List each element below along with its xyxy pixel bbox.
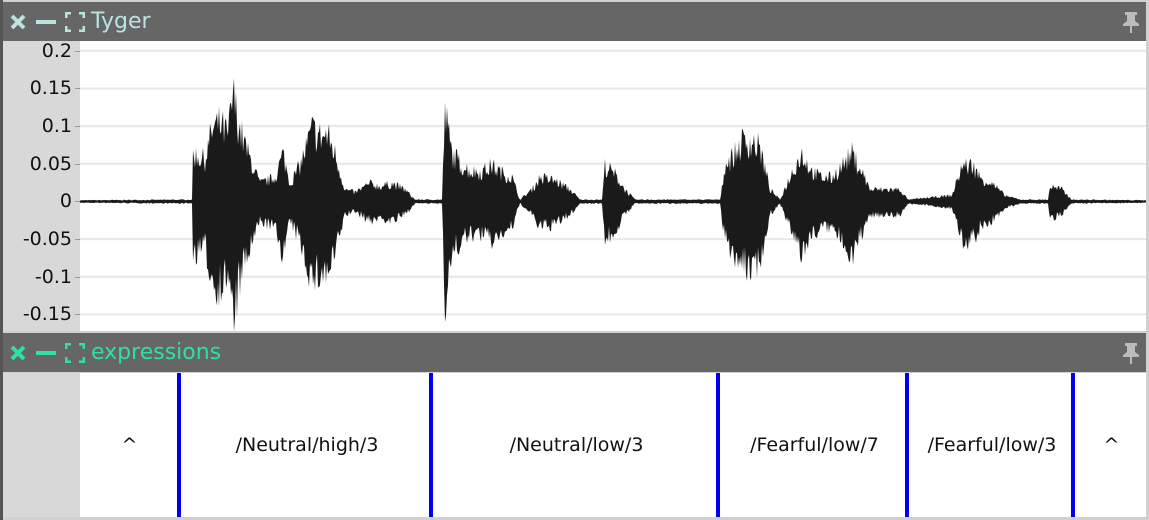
expression-segment[interactable]: /Neutral/low/3 — [509, 434, 644, 456]
y-tick-label: 0.05 — [29, 152, 72, 175]
expression-segment[interactable]: /Fearful/low/7 — [750, 434, 879, 456]
pin-icon[interactable] — [1122, 341, 1140, 365]
expression-segment[interactable]: ^ — [121, 434, 138, 456]
segment-boundary[interactable] — [716, 373, 720, 517]
waveform-pane-titlebar: Tyger — [3, 2, 1146, 41]
maximize-icon[interactable] — [65, 342, 85, 363]
minimize-icon[interactable] — [35, 344, 57, 362]
y-tick-label: 0.1 — [41, 115, 72, 138]
expression-segment[interactable]: /Neutral/high/3 — [235, 434, 379, 456]
y-tick-mark — [75, 50, 80, 52]
expressions-pane-titlebar: expressions — [3, 333, 1146, 372]
annotation-gutter — [3, 373, 80, 517]
pin-icon[interactable] — [1122, 10, 1140, 34]
waveform-trace — [80, 78, 1146, 332]
waveform-plot[interactable] — [80, 41, 1146, 332]
close-icon[interactable] — [9, 13, 27, 31]
y-tick-mark — [75, 314, 80, 316]
minimize-icon[interactable] — [35, 13, 57, 31]
expressions-track[interactable]: ^ /Neutral/high/3/Neutral/low/3/Fearful/l… — [80, 373, 1146, 517]
y-tick-mark — [75, 126, 80, 128]
waveform-svg — [80, 49, 1146, 332]
y-axis: 0.2 0.15 0.1 0.05 0 -0.05 -0.1 -0.15 — [3, 41, 80, 331]
y-tick-mark — [75, 163, 80, 165]
segment-boundary[interactable] — [429, 373, 433, 517]
expression-segment[interactable]: ^ — [1103, 434, 1120, 456]
pane-title: expressions — [91, 340, 222, 365]
y-tick-label: -0.05 — [22, 228, 72, 251]
y-tick-mark — [75, 201, 80, 203]
segment-boundary[interactable] — [905, 373, 909, 517]
y-tick-label: 0.2 — [41, 39, 72, 62]
close-icon[interactable] — [9, 344, 27, 362]
y-tick-mark — [75, 88, 80, 90]
y-tick-label: -0.15 — [22, 303, 72, 326]
pane-title: Tyger — [91, 9, 151, 34]
maximize-icon[interactable] — [65, 11, 85, 32]
y-tick-label: -0.1 — [34, 265, 72, 288]
expression-segment[interactable]: /Fearful/low/3 — [927, 434, 1057, 456]
segment-boundary[interactable] — [1071, 373, 1075, 517]
y-tick-label: 0.15 — [29, 77, 72, 100]
y-tick-label: 0 — [59, 190, 72, 213]
y-tick-mark — [75, 276, 80, 278]
y-tick-mark — [75, 239, 80, 241]
segment-boundary[interactable] — [177, 373, 181, 517]
